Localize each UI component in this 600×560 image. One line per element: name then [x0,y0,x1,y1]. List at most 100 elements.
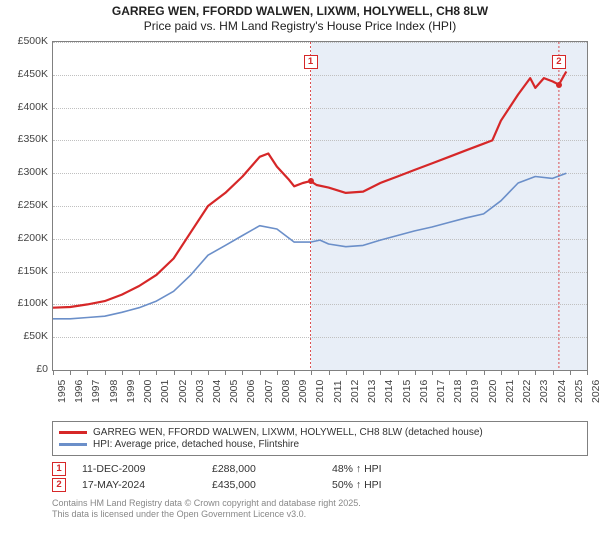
x-tick [139,371,140,375]
x-tick [398,371,399,375]
x-axis-label: 2022 [521,380,533,403]
sale-data-table: 1 11-DEC-2009 £288,000 48% ↑ HPI 2 17-MA… [52,462,588,492]
legend-label: GARREG WEN, FFORDD WALWEN, LIXWM, HOLYWE… [93,427,483,438]
x-axis-label: 2018 [452,380,464,403]
x-axis-label: 2011 [332,380,344,403]
x-axis-label: 2000 [142,380,154,403]
footer-line: Contains HM Land Registry data © Crown c… [52,498,592,509]
x-axis-label: 2019 [469,380,481,403]
x-axis-label: 2001 [159,380,171,403]
sale-point [556,82,562,88]
table-row: 2 17-MAY-2024 £435,000 50% ↑ HPI [52,478,588,492]
x-tick [242,371,243,375]
x-tick [501,371,502,375]
x-tick [449,371,450,375]
x-tick [587,371,588,375]
x-axis-label: 2021 [504,380,516,403]
marker-badge: 1 [52,462,66,476]
x-axis-label: 2016 [418,380,430,403]
x-axis-label: 2003 [194,380,206,403]
x-tick [294,371,295,375]
x-tick [311,371,312,375]
marker-flag: 1 [304,55,318,69]
y-axis-label: £150K [8,265,48,277]
marker-flag: 2 [552,55,566,69]
x-axis-label: 2017 [435,380,447,403]
plot-region: 12 [52,41,588,371]
x-axis-label: 2004 [211,380,223,403]
y-axis-label: £200K [8,232,48,244]
x-tick [122,371,123,375]
x-axis-label: 2015 [401,380,413,403]
y-axis-label: £0 [8,363,48,375]
sale-date: 17-MAY-2024 [82,479,212,491]
legend-swatch [59,431,87,434]
x-tick [535,371,536,375]
x-axis-label: 2008 [280,380,292,403]
x-tick [346,371,347,375]
x-axis-label: 2020 [487,380,499,403]
x-axis-label: 2025 [573,380,585,403]
x-axis-label: 1998 [108,380,120,403]
title-block: GARREG WEN, FFORDD WALWEN, LIXWM, HOLYWE… [8,4,592,33]
x-axis-label: 2005 [228,380,240,403]
x-axis-label: 1997 [90,380,102,403]
x-tick [329,371,330,375]
x-axis-label: 2012 [349,380,361,403]
legend-swatch [59,443,87,446]
legend-item: HPI: Average price, detached house, Flin… [59,439,581,450]
x-tick [380,371,381,375]
x-axis-label: 2002 [177,380,189,403]
sale-price: £288,000 [212,463,332,475]
x-axis-label: 2014 [383,380,395,403]
x-tick [432,371,433,375]
x-tick [415,371,416,375]
sale-point [308,178,314,184]
x-axis-label: 2023 [538,380,550,403]
x-axis-label: 1999 [125,380,137,403]
series-line [53,72,566,308]
sale-price: £435,000 [212,479,332,491]
y-axis-label: £350K [8,133,48,145]
x-tick [484,371,485,375]
sale-date: 11-DEC-2009 [82,463,212,475]
x-tick [260,371,261,375]
x-axis-label: 2009 [297,380,309,403]
x-tick [570,371,571,375]
y-axis-label: £400K [8,101,48,113]
sale-change: 50% ↑ HPI [332,479,588,491]
y-axis-label: £50K [8,330,48,342]
x-tick [105,371,106,375]
x-axis-label: 2024 [556,380,568,403]
x-tick [363,371,364,375]
x-axis-label: 1996 [73,380,85,403]
x-tick [191,371,192,375]
x-tick [156,371,157,375]
footer-line: This data is licensed under the Open Gov… [52,509,592,520]
legend-label: HPI: Average price, detached house, Flin… [93,439,299,450]
chart-subtitle: Price paid vs. HM Land Registry's House … [8,19,592,33]
x-axis-label: 2006 [245,380,257,403]
table-row: 1 11-DEC-2009 £288,000 48% ↑ HPI [52,462,588,476]
x-tick [553,371,554,375]
x-tick [518,371,519,375]
marker-badge: 2 [52,478,66,492]
x-axis-label: 2007 [263,380,275,403]
y-axis-label: £450K [8,68,48,80]
x-tick [277,371,278,375]
series-line [53,173,566,319]
x-axis-label: 2013 [366,380,378,403]
x-tick [70,371,71,375]
x-tick [87,371,88,375]
x-tick [208,371,209,375]
x-tick [225,371,226,375]
sale-change: 48% ↑ HPI [332,463,588,475]
y-axis-label: £300K [8,166,48,178]
y-axis-label: £250K [8,199,48,211]
y-axis-label: £500K [8,35,48,47]
line-series-svg [53,42,587,370]
y-axis-label: £100K [8,297,48,309]
x-tick [466,371,467,375]
legend: GARREG WEN, FFORDD WALWEN, LIXWM, HOLYWE… [52,421,588,456]
chart-container: GARREG WEN, FFORDD WALWEN, LIXWM, HOLYWE… [0,0,600,560]
